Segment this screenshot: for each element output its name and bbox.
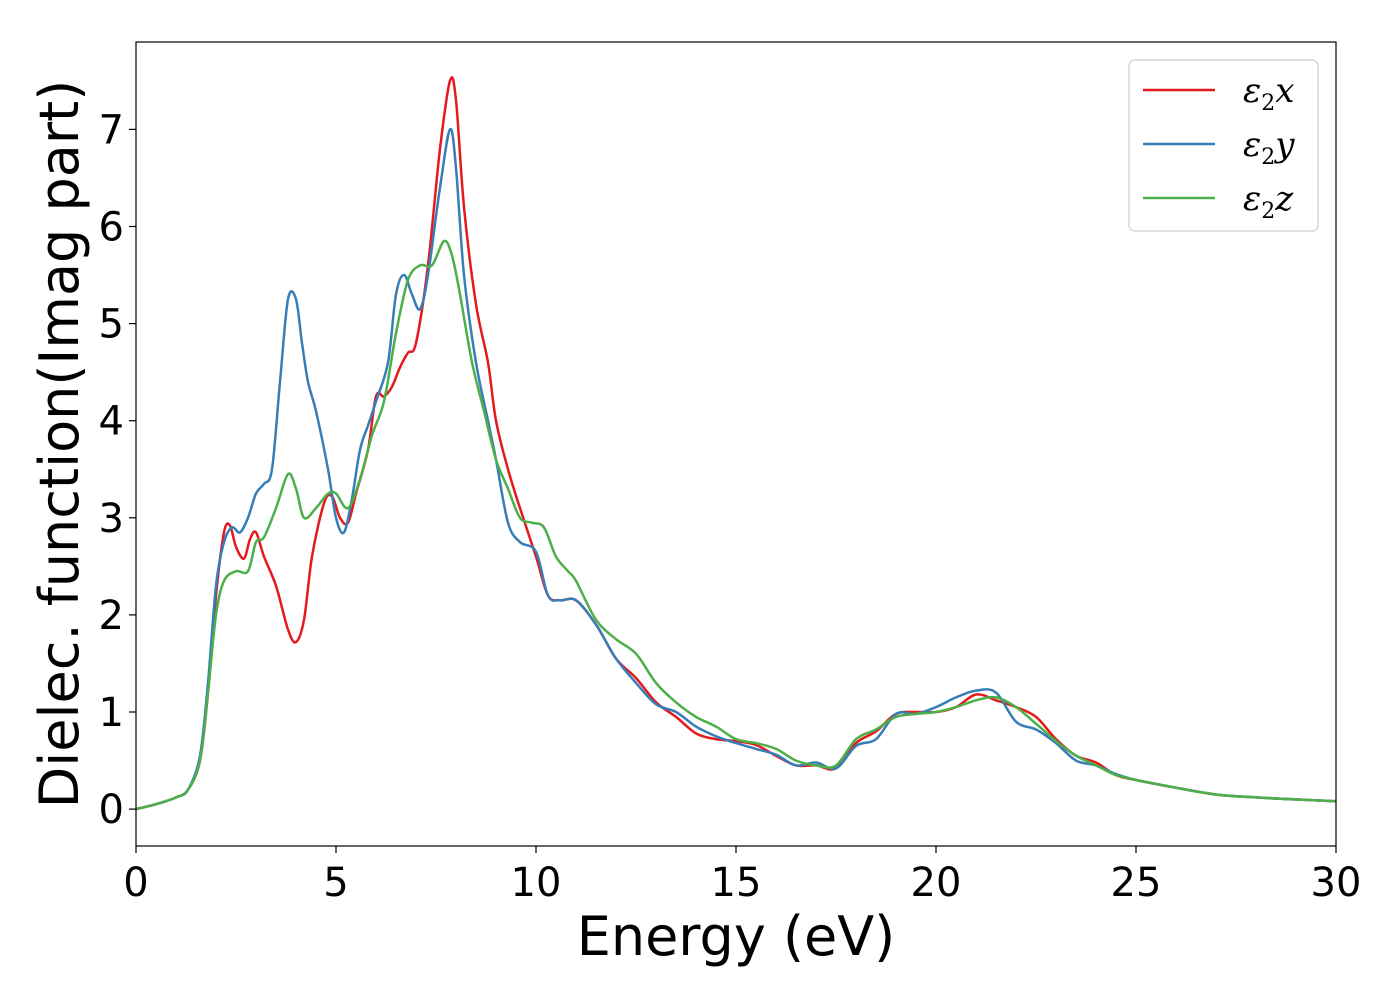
y-tick-label: 3 bbox=[99, 496, 124, 542]
series-line-eps2x bbox=[135, 76, 1337, 811]
y-tick-label: 4 bbox=[99, 399, 124, 445]
x-axis-ticks: 0 5 10 15 20 25 30 bbox=[123, 846, 1361, 906]
y-axis-title: Dielec. function(Imag part) bbox=[28, 80, 91, 809]
series-line-eps2y bbox=[135, 127, 1337, 811]
x-tick-label: 30 bbox=[1311, 860, 1362, 906]
y-tick-label: 2 bbox=[99, 593, 124, 639]
series-layer bbox=[135, 76, 1337, 811]
legend-label-eps2x: ε2x bbox=[1243, 71, 1294, 116]
legend: ε2x ε2y ε2z bbox=[1128, 59, 1319, 232]
x-tick-label: 0 bbox=[123, 860, 148, 906]
x-tick-label: 20 bbox=[911, 860, 962, 906]
y-tick-label: 1 bbox=[99, 690, 124, 736]
y-tick-label: 0 bbox=[99, 787, 124, 833]
y-tick-label: 5 bbox=[99, 302, 124, 348]
series-line-eps2z bbox=[135, 239, 1337, 811]
y-tick-label: 7 bbox=[99, 107, 124, 153]
x-axis-title: Energy (eV) bbox=[577, 905, 896, 968]
x-tick-label: 5 bbox=[323, 860, 348, 906]
x-tick-label: 25 bbox=[1111, 860, 1162, 906]
x-tick-label: 10 bbox=[511, 860, 562, 906]
y-tick-label: 6 bbox=[99, 204, 124, 250]
x-tick-label: 15 bbox=[711, 860, 762, 906]
legend-box bbox=[1128, 59, 1319, 232]
y-axis-ticks: 0 1 2 3 4 5 6 7 bbox=[99, 107, 136, 833]
legend-label-eps2y: ε2y bbox=[1243, 125, 1295, 170]
legend-label-eps2z: ε2z bbox=[1243, 179, 1294, 224]
